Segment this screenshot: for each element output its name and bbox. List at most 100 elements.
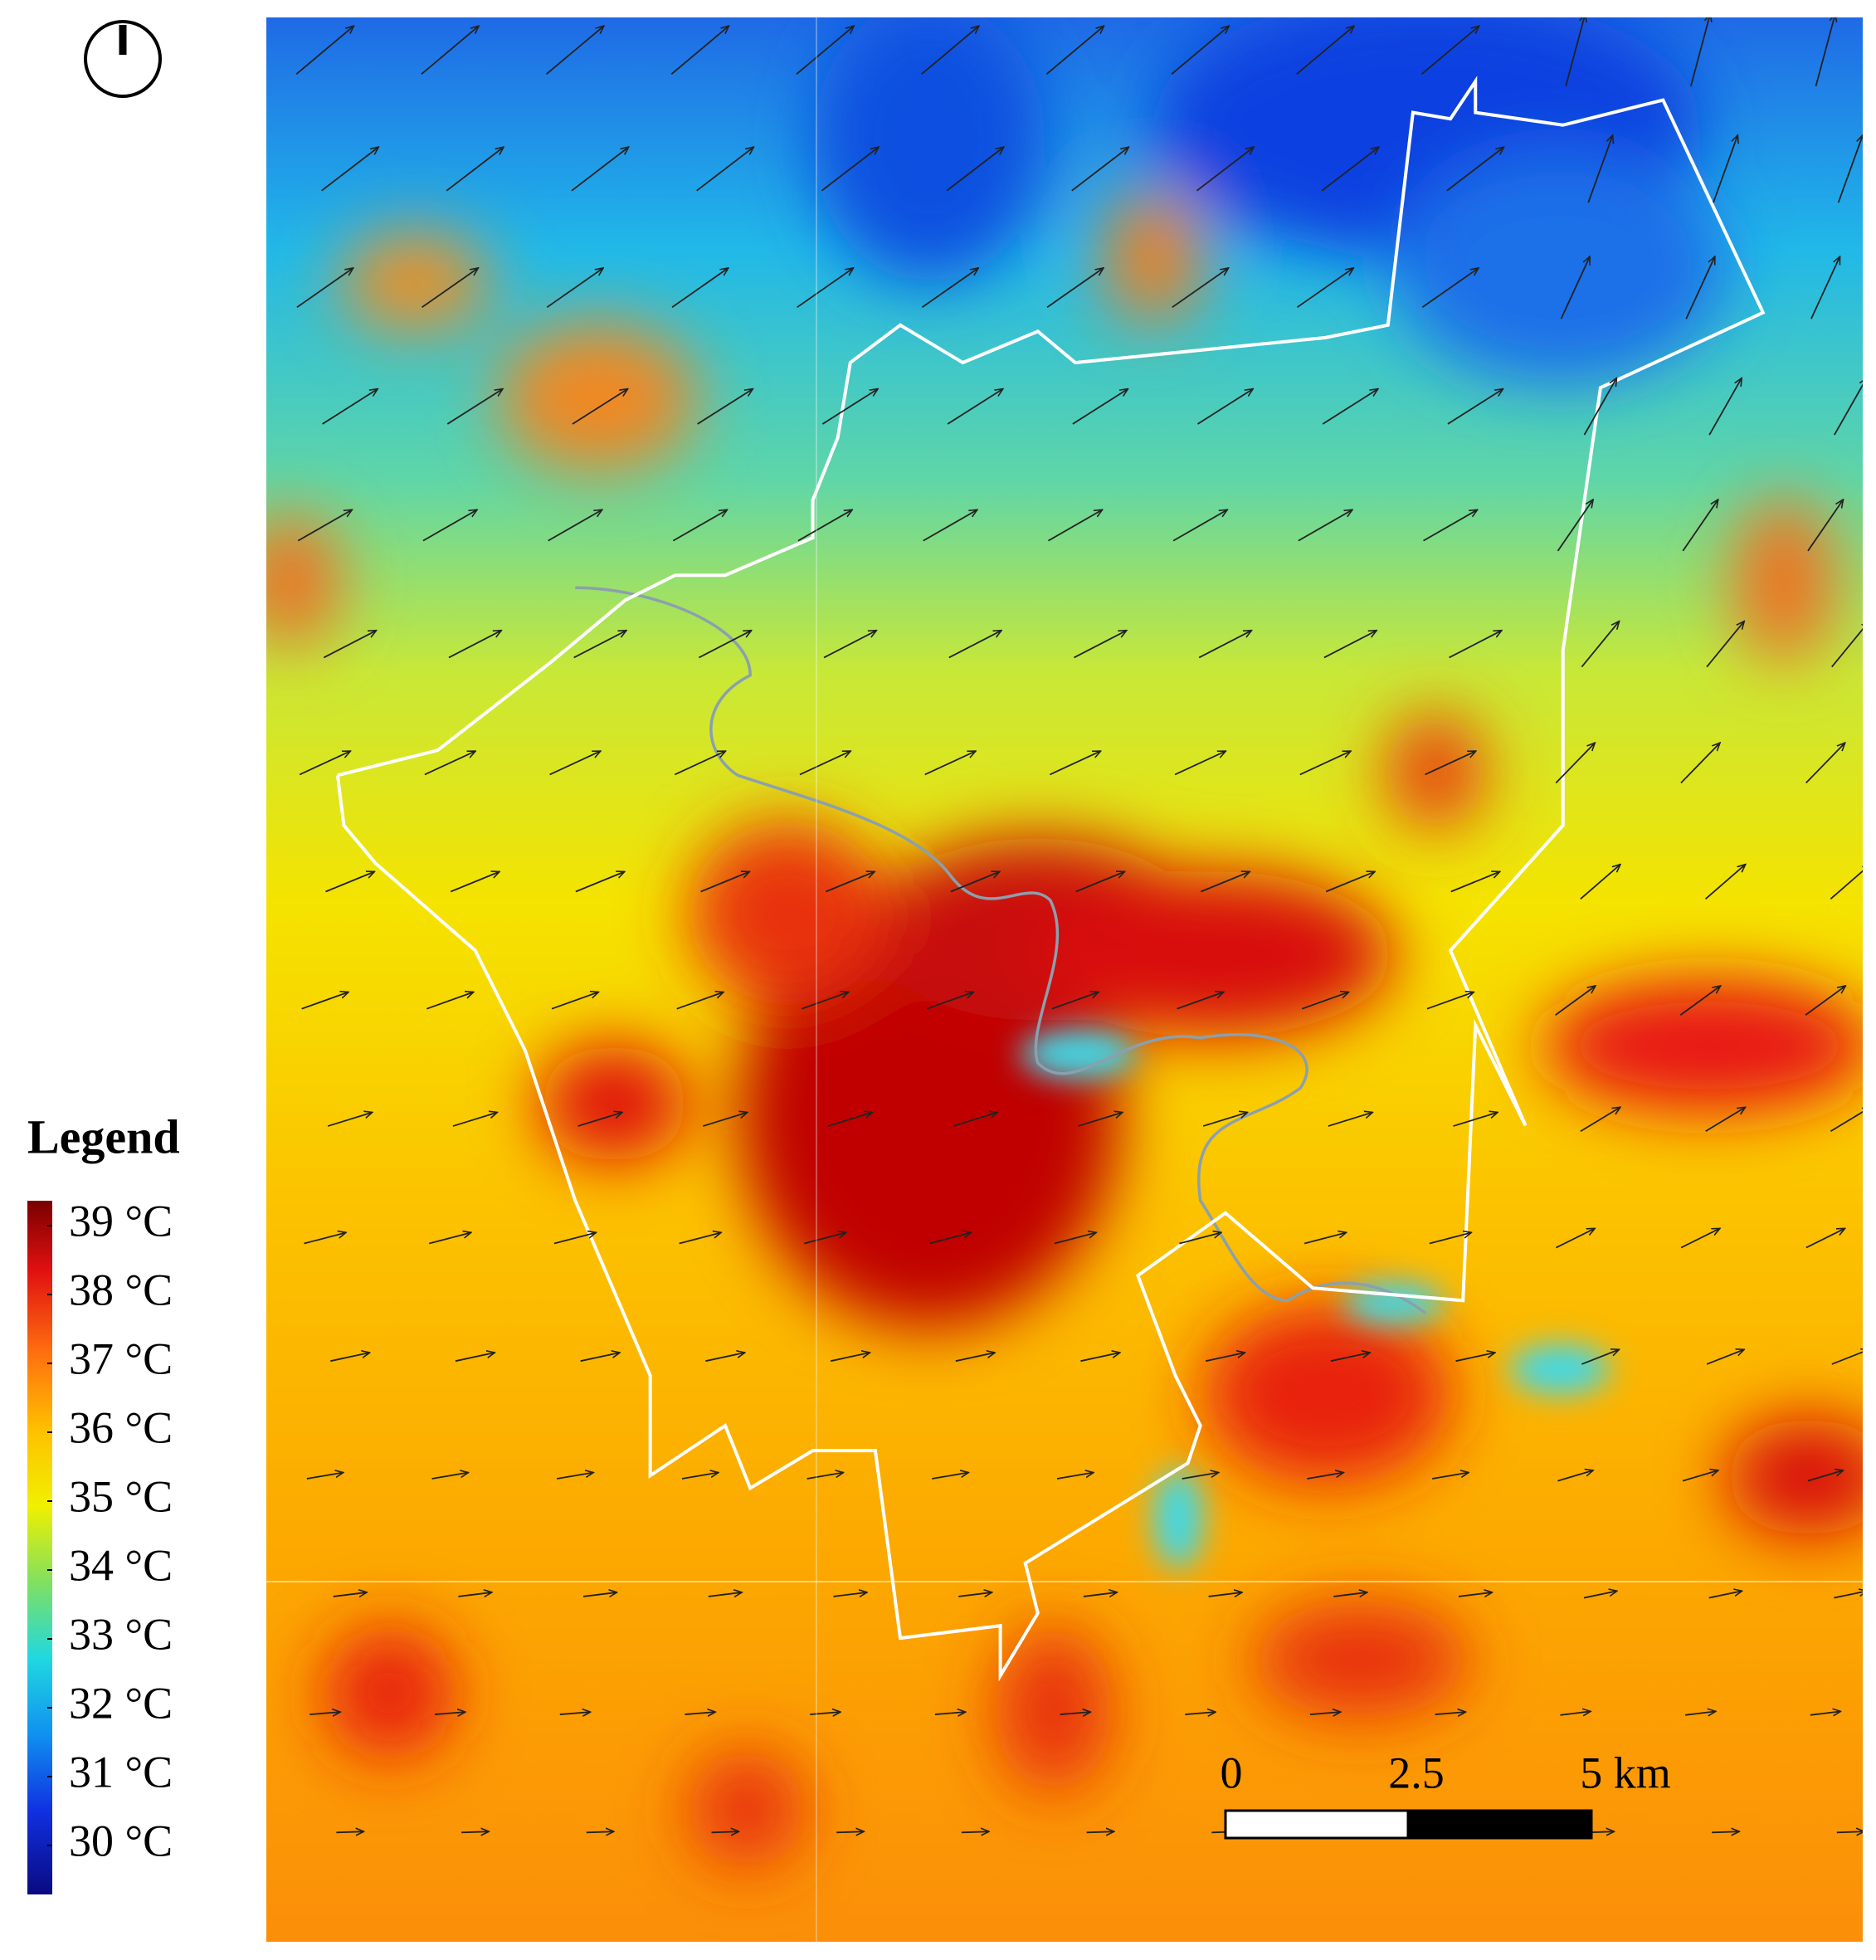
wind-arrow: [583, 1592, 616, 1597]
wind-arrow: [1560, 1711, 1591, 1714]
wind-arrow: [823, 631, 876, 659]
wind-arrow: [1447, 389, 1503, 425]
wind-arrow: [799, 751, 850, 776]
wind-arrow: [299, 751, 350, 776]
wind-arrow: [1455, 1353, 1495, 1363]
wind-arrow: [1174, 751, 1225, 776]
wind-arrow: [1831, 622, 1863, 668]
wind-arrow: [1299, 751, 1351, 776]
wind-arrow: [946, 147, 1004, 192]
wind-arrow: [1830, 1107, 1863, 1133]
wind-arrow: [546, 268, 603, 309]
wind-arrow: [1560, 256, 1591, 319]
wind-arrow: [1420, 26, 1479, 76]
wind-arrow: [548, 510, 602, 542]
wind-arrow: [1583, 378, 1616, 436]
wind-arrow: [1086, 1831, 1114, 1832]
wind-arrow: [422, 510, 477, 542]
wind-arrow: [797, 268, 854, 309]
wind-arrow: [297, 510, 352, 542]
wind-arrow: [703, 1112, 748, 1127]
wind-arrow: [452, 1112, 498, 1127]
wind-arrow: [295, 26, 353, 76]
wind-arrow: [1805, 743, 1845, 784]
wind-arrow: [1831, 1349, 1863, 1365]
wind-arrow: [1307, 1473, 1343, 1480]
wind-arrow: [1172, 510, 1227, 542]
wind-arrow: [573, 631, 626, 659]
wind-arrow: [697, 389, 753, 425]
wind-arrow: [1078, 1112, 1123, 1127]
wind-arrow: [958, 1592, 992, 1597]
wind-arrow: [1556, 1228, 1595, 1249]
wind-arrow: [821, 389, 878, 425]
wind-arrow: [1705, 1107, 1746, 1133]
wind-arrow: [1172, 268, 1229, 309]
wind-arrow: [458, 1592, 491, 1597]
wind-arrow: [1583, 1591, 1617, 1599]
wind-arrow: [671, 268, 728, 309]
wind-arrow: [1303, 1232, 1347, 1245]
wind-arrow: [1810, 256, 1840, 319]
wind-arrow: [698, 631, 751, 659]
wind-arrow: [336, 1831, 363, 1832]
wind-arrow: [1296, 268, 1353, 309]
wind-arrow: [833, 1592, 867, 1597]
wind-arrow: [681, 1473, 719, 1480]
wind-arrow: [1071, 147, 1129, 192]
wind-arrow: [1834, 1591, 1863, 1599]
wind-arrow: [1680, 743, 1720, 784]
wind-arrow: [1046, 268, 1104, 309]
wind-arrow: [1072, 389, 1128, 425]
wind-arrow: [1805, 1228, 1845, 1249]
wind-arrow: [1049, 751, 1100, 776]
scale-bar: 0 2.5 5 km: [1221, 1748, 1671, 1840]
wind-arrow: [1054, 1232, 1097, 1245]
wind-arrow: [1689, 17, 1710, 87]
wind-arrow: [549, 751, 601, 776]
wind-arrow: [586, 1831, 614, 1832]
color-bar: [27, 1201, 52, 1894]
wind-arrow: [1423, 510, 1478, 542]
wind-arrow: [1047, 510, 1102, 542]
wind-arrow: [810, 1712, 841, 1714]
wind-arrow: [955, 1353, 995, 1363]
wind-arrow: [1458, 1592, 1492, 1597]
wind-arrow: [575, 871, 625, 893]
wind-arrow: [926, 992, 973, 1010]
wind-arrow: [696, 147, 754, 192]
legend-title: Legend: [27, 1109, 180, 1163]
wind-arrow: [924, 751, 976, 776]
wind-arrow: [934, 1712, 966, 1714]
wind-arrow: [301, 992, 348, 1010]
wind-arrow: [1705, 865, 1746, 900]
wind-arrow: [1045, 26, 1104, 76]
wind-arrow: [1708, 378, 1742, 436]
wind-arrow: [1807, 1470, 1844, 1482]
wind-arrow: [1171, 26, 1229, 76]
legend-label: 32 °C: [69, 1678, 173, 1728]
wind-arrow: [1446, 147, 1504, 192]
wind-arrow: [446, 389, 503, 425]
wind-arrow: [1301, 992, 1348, 1010]
wind-arrow: [921, 268, 978, 309]
wind-arrow: [708, 1592, 742, 1597]
wind-arrow: [1074, 631, 1126, 659]
wind-arrow: [1435, 1712, 1466, 1714]
wind-arrow: [821, 147, 879, 192]
legend-label: 31 °C: [69, 1747, 173, 1797]
scale-label: 2.5: [1388, 1748, 1445, 1797]
wind-arrow: [1706, 622, 1744, 668]
wind-arrow: [455, 1353, 495, 1363]
wind-arrow: [1296, 26, 1354, 76]
wind-arrow: [1805, 986, 1845, 1016]
wind-arrow: [1682, 500, 1718, 552]
wind-arrow: [802, 992, 848, 1010]
wind-arrow: [551, 992, 598, 1010]
wind-arrow: [1083, 1592, 1117, 1597]
north-arrow: [84, 20, 162, 98]
wind-arrow: [1557, 500, 1594, 552]
wind-arrow: [296, 268, 353, 309]
wind-arrow: [553, 1232, 597, 1245]
